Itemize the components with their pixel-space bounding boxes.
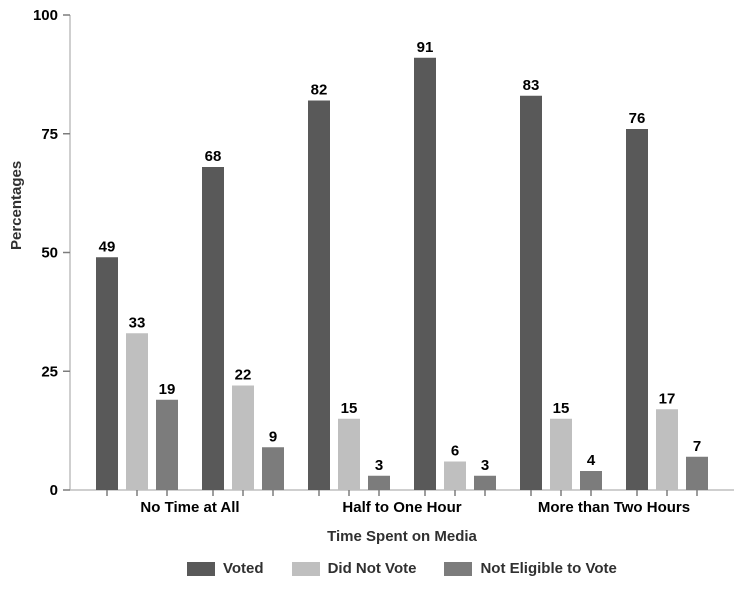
bar xyxy=(262,447,284,490)
bar xyxy=(520,96,542,490)
bar-value-label: 22 xyxy=(235,367,252,384)
bar xyxy=(656,409,678,490)
bar xyxy=(414,58,436,490)
bar-value-label: 17 xyxy=(659,390,676,407)
bar xyxy=(686,457,708,490)
bar xyxy=(444,462,466,491)
bar xyxy=(474,476,496,490)
bar-value-label: 3 xyxy=(481,457,489,474)
bar-value-label: 15 xyxy=(341,400,358,417)
x-category-label: No Time at All xyxy=(140,499,239,516)
y-axis-label: Percentages xyxy=(8,161,25,250)
bar-value-label: 76 xyxy=(629,110,646,127)
bar-value-label: 3 xyxy=(375,457,383,474)
bar-value-label: 49 xyxy=(99,238,116,255)
legend-item: Not Eligible to Vote xyxy=(444,560,616,577)
legend-label: Voted xyxy=(223,560,264,577)
bar-value-label: 91 xyxy=(417,39,434,56)
bar xyxy=(550,419,572,490)
bar-value-label: 68 xyxy=(205,148,222,165)
bar xyxy=(368,476,390,490)
bar-value-label: 9 xyxy=(269,428,277,445)
chart-container: 0255075100493319No Time at All6822982153… xyxy=(0,0,754,600)
bar xyxy=(156,400,178,490)
bar-value-label: 83 xyxy=(523,77,540,94)
y-tick-label: 25 xyxy=(41,363,58,380)
bar xyxy=(232,386,254,491)
legend-swatch xyxy=(292,562,320,576)
legend: Voted Did Not Vote Not Eligible to Vote xyxy=(187,560,617,577)
bar xyxy=(126,333,148,490)
legend-label: Not Eligible to Vote xyxy=(480,560,616,577)
bar xyxy=(202,167,224,490)
bar xyxy=(580,471,602,490)
x-category-label: More than Two Hours xyxy=(538,499,690,516)
bar xyxy=(338,419,360,490)
bar-value-label: 4 xyxy=(587,452,596,469)
bar-value-label: 15 xyxy=(553,400,570,417)
legend-item: Voted xyxy=(187,560,264,577)
bar-chart: 0255075100493319No Time at All6822982153… xyxy=(0,0,754,600)
y-tick-label: 100 xyxy=(33,7,58,24)
bar-value-label: 82 xyxy=(311,82,328,99)
legend-swatch xyxy=(187,562,215,576)
legend-item: Did Not Vote xyxy=(292,560,417,577)
legend-label: Did Not Vote xyxy=(328,560,417,577)
bar xyxy=(96,257,118,490)
y-tick-label: 0 xyxy=(50,482,58,499)
x-category-label: Half to One Hour xyxy=(342,499,461,516)
bar-value-label: 6 xyxy=(451,443,459,460)
bar-value-label: 33 xyxy=(129,314,146,331)
legend-swatch xyxy=(444,562,472,576)
y-tick-label: 75 xyxy=(41,126,58,143)
bar xyxy=(308,101,330,491)
bar-value-label: 19 xyxy=(159,381,176,398)
bar xyxy=(626,129,648,490)
bar-value-label: 7 xyxy=(693,438,701,455)
y-tick-label: 50 xyxy=(41,245,58,262)
x-axis-label: Time Spent on Media xyxy=(70,528,734,545)
